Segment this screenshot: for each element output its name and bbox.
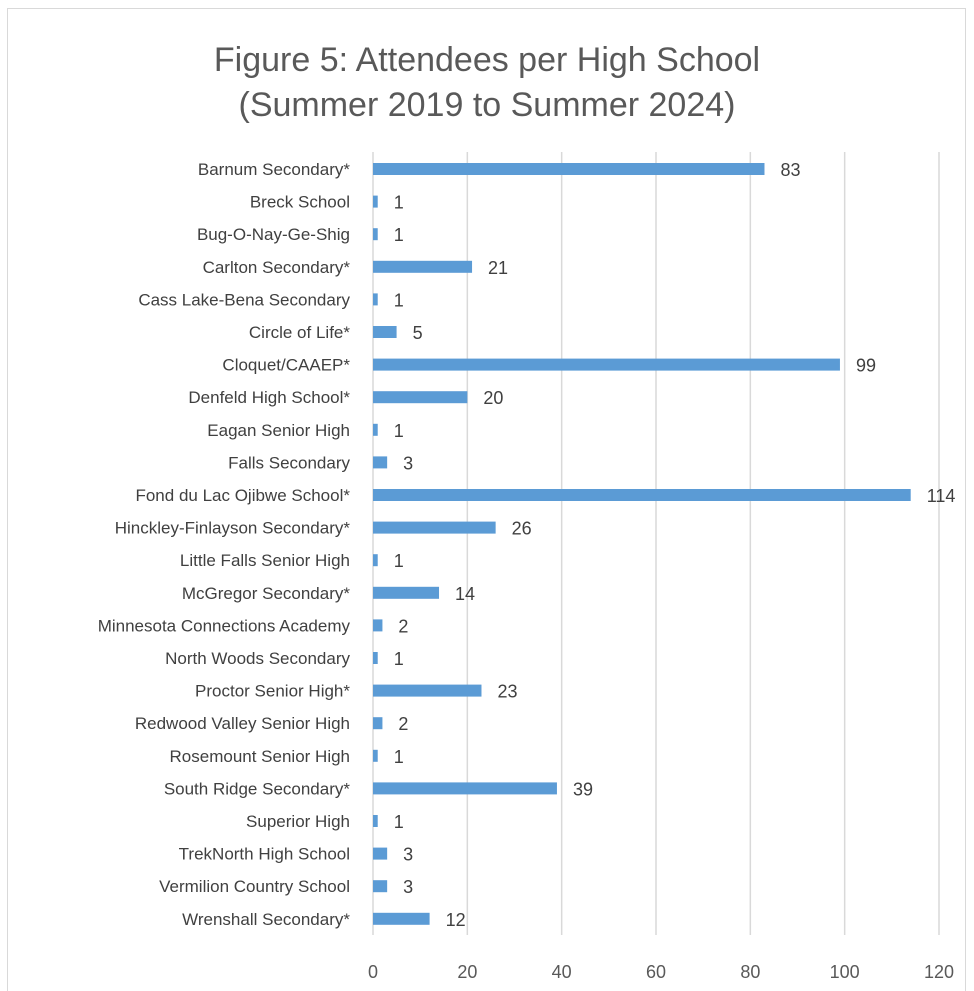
data-label: 1 bbox=[394, 812, 404, 832]
bar bbox=[373, 782, 557, 795]
x-tick-labels: 0 20 40 60 80 100 120 bbox=[368, 962, 954, 982]
bars bbox=[373, 163, 911, 925]
category-label: Little Falls Senior High bbox=[180, 551, 350, 570]
category-label: Minnesota Connections Academy bbox=[98, 616, 351, 635]
data-label: 5 bbox=[413, 323, 423, 343]
category-label: Rosemount Senior High bbox=[170, 747, 350, 766]
data-label: 20 bbox=[483, 388, 503, 408]
data-label: 1 bbox=[394, 649, 404, 669]
category-label: Redwood Valley Senior High bbox=[135, 714, 350, 733]
x-tick-label: 100 bbox=[830, 962, 860, 982]
bar bbox=[373, 163, 765, 175]
data-label: 83 bbox=[780, 160, 800, 180]
x-tick-label: 40 bbox=[552, 962, 572, 982]
x-tick-label: 120 bbox=[924, 962, 954, 982]
data-label: 1 bbox=[394, 421, 404, 441]
data-label: 3 bbox=[403, 877, 413, 897]
bar bbox=[373, 391, 468, 404]
bar bbox=[373, 684, 482, 697]
bar bbox=[373, 521, 496, 534]
category-label: Carlton Secondary* bbox=[203, 258, 351, 277]
bar bbox=[373, 586, 440, 599]
category-label: Barnum Secondary* bbox=[198, 160, 351, 179]
chart-title-line-1: Figure 5: Attendees per High School bbox=[213, 41, 761, 79]
category-label: McGregor Secondary* bbox=[182, 584, 351, 603]
data-label: 3 bbox=[403, 845, 413, 865]
category-label: Proctor Senior High* bbox=[195, 682, 350, 701]
data-label: 3 bbox=[403, 453, 413, 473]
category-label: Wrenshall Secondary* bbox=[182, 910, 350, 929]
x-tick-label: 80 bbox=[740, 962, 760, 982]
bar bbox=[373, 652, 378, 664]
category-label: TrekNorth High School bbox=[179, 845, 350, 864]
data-label: 1 bbox=[394, 193, 404, 213]
bar bbox=[373, 912, 430, 925]
data-label: 1 bbox=[394, 225, 404, 245]
bar bbox=[373, 749, 378, 762]
data-label: 21 bbox=[488, 258, 508, 278]
data-label: 2 bbox=[398, 714, 408, 734]
data-label: 114 bbox=[927, 486, 956, 506]
data-label: 99 bbox=[856, 356, 876, 376]
category-label: Vermilion Country School bbox=[159, 877, 350, 896]
data-label: 1 bbox=[394, 747, 404, 767]
chart-title-line-2: (Summer 2019 to Summer 2024) bbox=[238, 86, 736, 124]
x-tick-label: 60 bbox=[646, 962, 666, 982]
bar bbox=[373, 423, 378, 436]
data-label: 12 bbox=[446, 910, 466, 930]
bar bbox=[373, 228, 378, 241]
bar bbox=[373, 326, 397, 338]
data-label: 1 bbox=[394, 290, 404, 310]
category-label: Bug-O-Nay-Ge-Shig bbox=[197, 225, 350, 244]
bar bbox=[373, 489, 911, 501]
category-label: Eagan Senior High bbox=[207, 421, 350, 440]
bar bbox=[373, 880, 388, 893]
category-label: Falls Secondary bbox=[228, 453, 350, 472]
category-labels: Barnum Secondary* Breck School Bug-O-Nay-G… bbox=[98, 160, 351, 929]
bar bbox=[373, 815, 378, 827]
data-label: 14 bbox=[455, 584, 475, 604]
data-label: 2 bbox=[398, 616, 408, 636]
bar bbox=[373, 456, 388, 469]
bar bbox=[373, 195, 378, 208]
bar bbox=[373, 260, 473, 273]
category-label: Hinckley-Finlayson Secondary* bbox=[115, 519, 351, 538]
category-label: South Ridge Secondary* bbox=[164, 779, 351, 798]
category-label: Cloquet/CAAEP* bbox=[222, 356, 350, 375]
data-label: 1 bbox=[394, 551, 404, 571]
category-label: Superior High bbox=[246, 812, 350, 831]
x-tick-label: 0 bbox=[368, 962, 378, 982]
category-label: Circle of Life* bbox=[249, 323, 350, 342]
gridlines bbox=[372, 152, 940, 935]
category-label: Cass Lake-Bena Secondary bbox=[138, 290, 350, 309]
category-label: Breck School bbox=[250, 193, 350, 212]
bar bbox=[373, 847, 388, 860]
bar bbox=[373, 619, 383, 632]
data-label: 23 bbox=[497, 682, 517, 702]
bar bbox=[373, 554, 378, 567]
chart-title: Figure 5: Attendees per High School (Sum… bbox=[0, 38, 974, 128]
category-label: Fond du Lac Ojibwe School* bbox=[135, 486, 350, 505]
bar bbox=[373, 717, 383, 730]
data-label: 26 bbox=[512, 519, 532, 539]
category-label: Denfeld High School* bbox=[188, 388, 350, 407]
data-label: 39 bbox=[573, 779, 593, 799]
bar bbox=[373, 358, 840, 371]
bar bbox=[373, 293, 378, 306]
x-tick-label: 20 bbox=[457, 962, 477, 982]
category-label: North Woods Secondary bbox=[165, 649, 350, 668]
